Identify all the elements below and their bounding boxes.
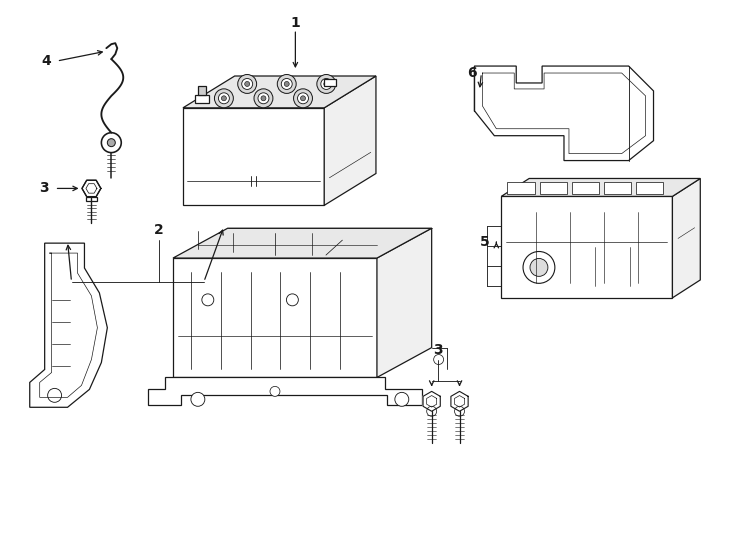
Bar (572, 182, 599, 194)
Text: 3: 3 (39, 181, 48, 195)
Polygon shape (451, 392, 468, 411)
Circle shape (238, 75, 257, 93)
Text: 6: 6 (467, 66, 476, 80)
Circle shape (281, 78, 292, 90)
Polygon shape (173, 258, 377, 377)
Circle shape (254, 89, 273, 108)
Circle shape (297, 93, 308, 104)
Circle shape (286, 294, 298, 306)
Polygon shape (324, 79, 336, 85)
Polygon shape (183, 76, 376, 108)
Circle shape (277, 75, 297, 93)
Text: 3: 3 (433, 342, 443, 356)
Circle shape (523, 252, 555, 284)
Bar (604, 182, 631, 194)
Circle shape (258, 93, 269, 104)
Bar (507, 182, 534, 194)
Circle shape (101, 133, 121, 153)
Polygon shape (474, 66, 653, 160)
Text: 1: 1 (291, 16, 300, 30)
Circle shape (321, 78, 332, 90)
Circle shape (317, 75, 335, 93)
Bar (636, 182, 664, 194)
Circle shape (426, 406, 437, 416)
Circle shape (244, 82, 250, 86)
Circle shape (191, 393, 205, 406)
Circle shape (434, 355, 443, 365)
Polygon shape (30, 243, 107, 407)
Circle shape (300, 96, 305, 101)
Circle shape (530, 259, 548, 276)
Polygon shape (197, 86, 206, 95)
Circle shape (261, 96, 266, 101)
Circle shape (270, 387, 280, 396)
Circle shape (395, 393, 409, 406)
Circle shape (454, 406, 465, 416)
Polygon shape (183, 108, 324, 205)
Circle shape (241, 78, 252, 90)
Circle shape (222, 96, 226, 101)
Polygon shape (501, 179, 700, 197)
Circle shape (107, 139, 115, 147)
Polygon shape (672, 179, 700, 298)
Polygon shape (173, 228, 432, 258)
Circle shape (48, 388, 62, 402)
Bar (86, 198, 97, 201)
Polygon shape (324, 76, 376, 205)
Circle shape (284, 82, 289, 86)
Text: 2: 2 (154, 223, 164, 237)
Circle shape (214, 89, 233, 108)
Circle shape (294, 89, 313, 108)
Polygon shape (82, 180, 101, 197)
Polygon shape (195, 95, 208, 103)
Bar (539, 182, 567, 194)
Text: 5: 5 (479, 235, 490, 249)
Polygon shape (148, 377, 422, 406)
Circle shape (219, 93, 229, 104)
Polygon shape (501, 197, 672, 298)
Circle shape (324, 82, 329, 86)
Circle shape (202, 294, 214, 306)
Text: 4: 4 (42, 54, 51, 68)
Polygon shape (423, 392, 440, 411)
Polygon shape (377, 228, 432, 377)
